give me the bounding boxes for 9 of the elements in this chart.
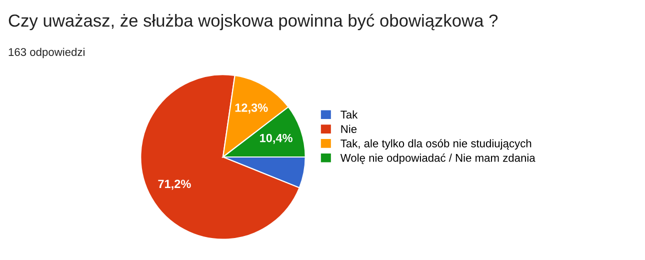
- legend-label: Tak: [340, 110, 358, 119]
- text: 163 odpowiedzi: [8, 48, 84, 58]
- data-label: 10,4%: [260, 134, 292, 144]
- data-label: 71,2%: [158, 180, 191, 190]
- chart-title: Czy uważasz, że służba wojskowa powinna być obowiązkowa ?: [8, 14, 498, 30]
- data-label: 12,3%: [235, 104, 268, 114]
- legend-label: Tak, ale tylko dla osób nie studiujących: [340, 139, 532, 150]
- legend-label: Nie: [341, 124, 357, 133]
- legend-label: Wolę nie odpowiadać / Nie mam zdania: [340, 154, 536, 164]
